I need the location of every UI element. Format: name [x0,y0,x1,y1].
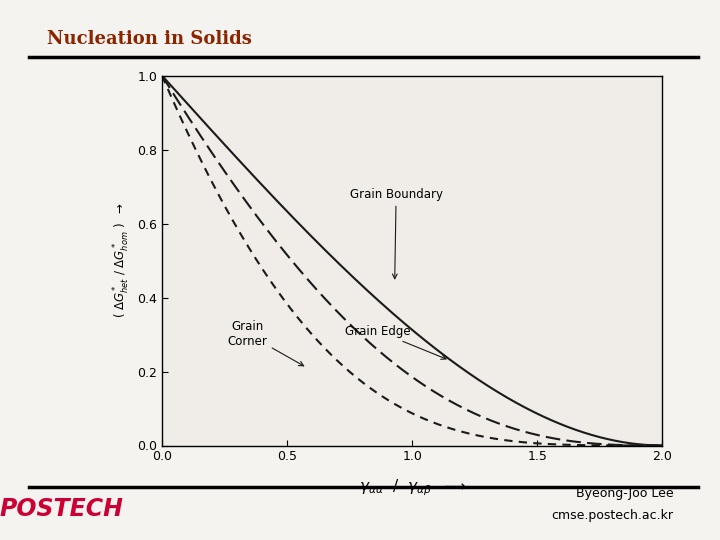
Y-axis label: ( $\Delta G^*_{het}$ / $\Delta G^*_{hom}$ )  $\rightarrow$: ( $\Delta G^*_{het}$ / $\Delta G^*_{hom}… [112,202,132,319]
Text: Grain
Corner: Grain Corner [227,320,304,366]
Text: Nucleation in Solids: Nucleation in Solids [47,30,252,48]
Text: Byeong-Joo Lee: Byeong-Joo Lee [575,487,673,500]
Text: Grain Boundary: Grain Boundary [350,188,443,279]
Text: cmse.postech.ac.kr: cmse.postech.ac.kr [552,509,673,522]
Text: POSTECH: POSTECH [0,497,123,521]
X-axis label: $\gamma_{\alpha\alpha}$  /  $\gamma_{\alpha\beta}$  $\longrightarrow$: $\gamma_{\alpha\alpha}$ / $\gamma_{\alph… [359,477,466,498]
Text: Grain Edge: Grain Edge [345,325,446,359]
